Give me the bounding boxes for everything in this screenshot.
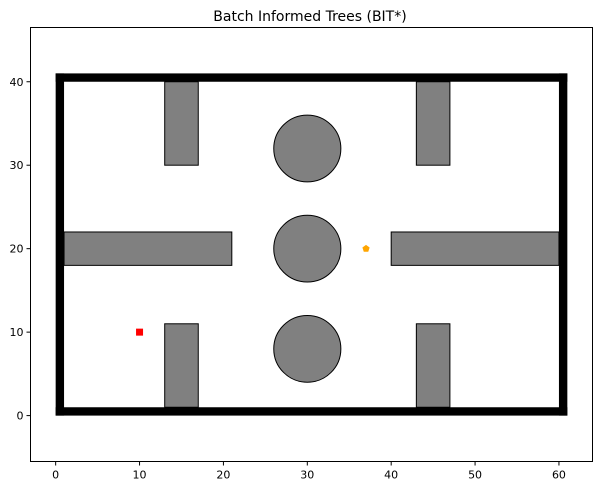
- boundary-wall-left: [55, 73, 65, 416]
- axis-ticks: 0 10 20 30 40 50 60 0 10 20 30 40: [10, 76, 566, 482]
- y-tick-label: 0: [17, 410, 24, 423]
- boundary-wall-right: [558, 73, 568, 416]
- goal-marker: [362, 244, 370, 252]
- rect-obstacle: [415, 323, 451, 408]
- rect-obstacle: [390, 231, 560, 266]
- axes-frame: [30, 27, 593, 462]
- circle-obstacle: [273, 214, 342, 283]
- circle-obstacle: [273, 314, 342, 383]
- chart-title: Batch Informed Trees (BIT*): [213, 9, 406, 25]
- y-tick-label: 40: [10, 76, 24, 89]
- rect-obstacle: [63, 231, 233, 266]
- x-tick-label: 20: [216, 469, 230, 482]
- x-tick-label: 10: [133, 469, 147, 482]
- x-tick-label: 50: [468, 469, 482, 482]
- plot-area: [55, 73, 568, 416]
- x-tick-label: 0: [52, 469, 59, 482]
- x-tick-label: 60: [552, 469, 566, 482]
- rect-obstacle: [415, 81, 451, 166]
- boundary-wall-bottom: [55, 407, 568, 416]
- x-tick-label: 30: [300, 469, 314, 482]
- rect-obstacle: [164, 81, 199, 166]
- y-tick-label: 10: [10, 326, 24, 339]
- y-tick-label: 20: [10, 243, 24, 256]
- circle-obstacle: [273, 114, 342, 183]
- start-marker: [136, 328, 144, 336]
- rect-obstacle: [164, 323, 199, 408]
- x-tick-label: 40: [384, 469, 398, 482]
- boundary-wall-top: [55, 73, 568, 82]
- y-tick-label: 30: [10, 159, 24, 172]
